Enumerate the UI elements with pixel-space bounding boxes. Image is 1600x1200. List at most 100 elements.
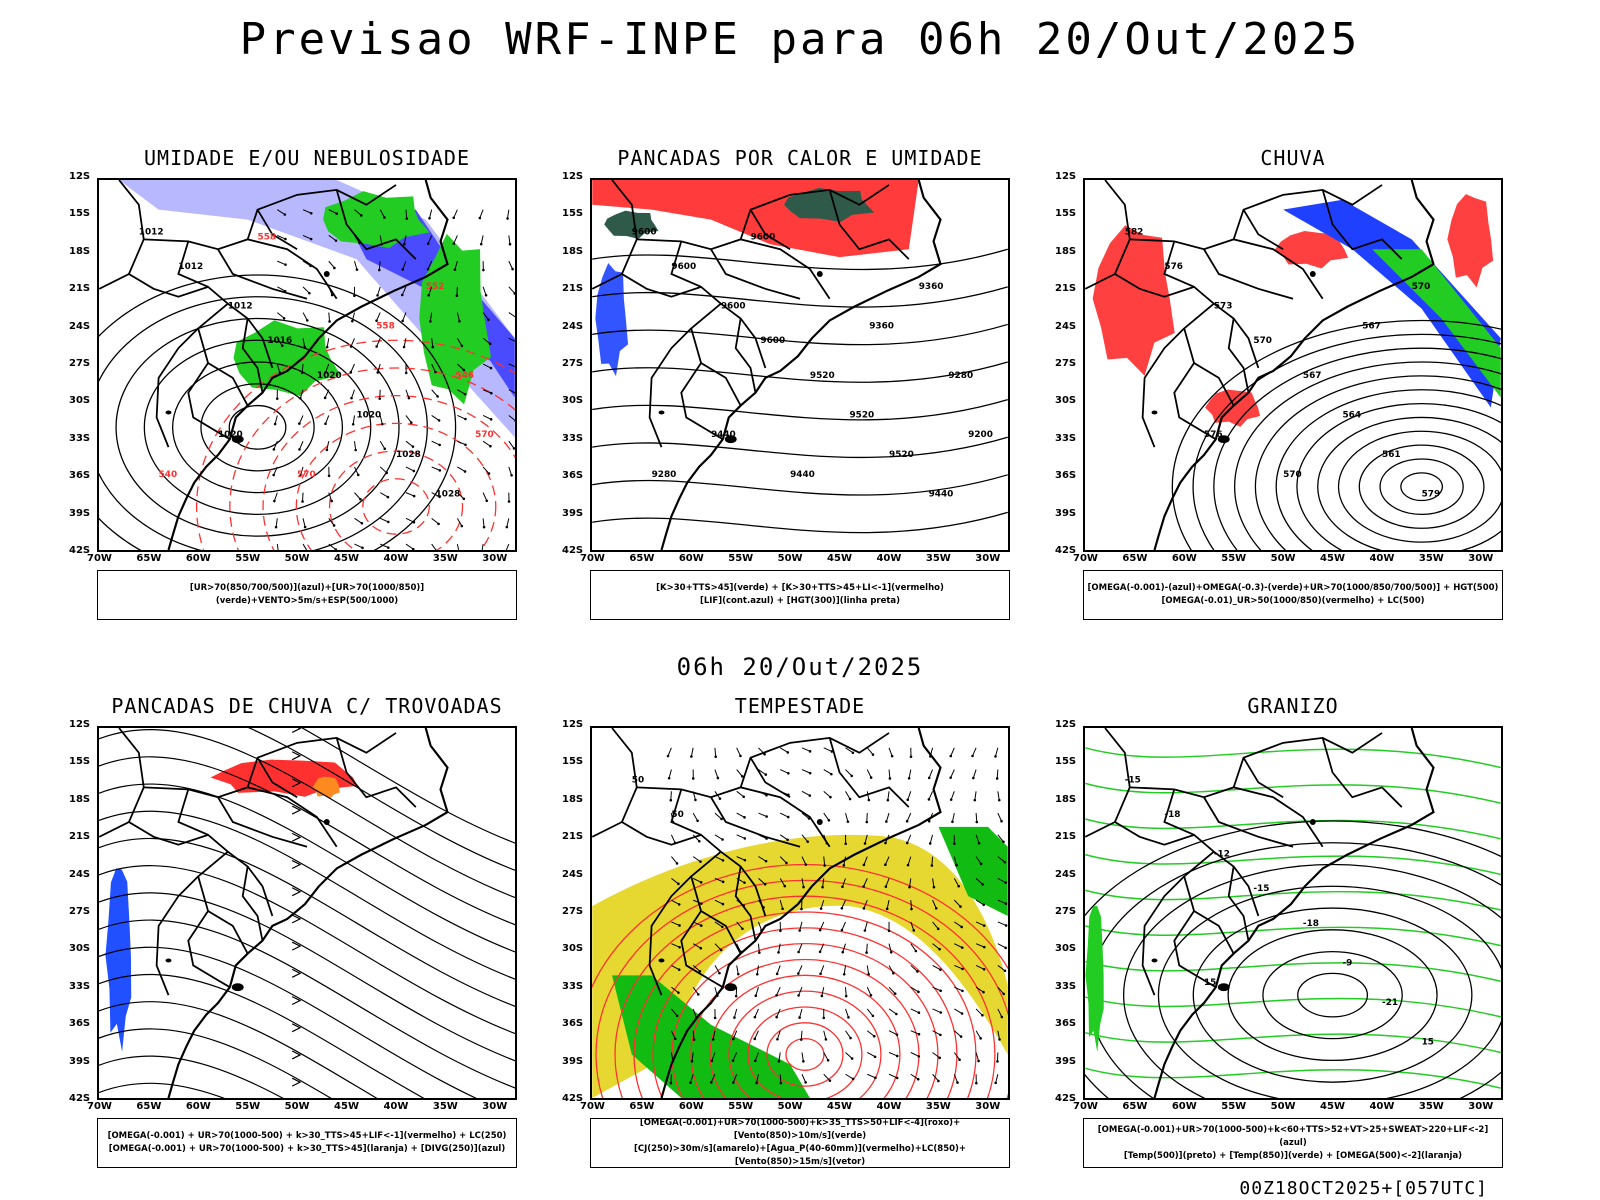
- wind-vector: [691, 1052, 694, 1062]
- wind-vector-head: [323, 396, 327, 400]
- wind-vector-head: [958, 1058, 961, 1061]
- wind-vector: [405, 389, 410, 399]
- wind-vector-head: [689, 1081, 692, 1085]
- forecast-time-label: 06h 20/Out/2025: [676, 653, 924, 681]
- wind-vector: [457, 492, 465, 500]
- wind-vector: [508, 286, 515, 294]
- wind-vector: [972, 769, 977, 779]
- latitude-tick-label: 36S: [69, 470, 91, 482]
- wind-vector-head: [755, 972, 759, 976]
- wind-vector-head: [823, 864, 826, 867]
- wind-vector-head: [765, 815, 768, 818]
- wind-vector: [276, 363, 281, 373]
- country-border: [1085, 821, 1116, 838]
- wind-vector-head: [890, 754, 894, 758]
- wind-vector-head: [1003, 969, 1007, 973]
- wind-vector-head: [383, 216, 386, 219]
- wind-vector: [457, 466, 466, 472]
- wind-vector-head: [851, 1077, 855, 1081]
- legend-box: [OMEGA(-0.001)-(azul)+OMEGA(-0.3)-(verde…: [1083, 570, 1503, 620]
- wind-vector: [972, 747, 977, 757]
- wind-vector: [932, 878, 935, 888]
- contour-label: 9520: [849, 410, 874, 420]
- wind-vector-head: [906, 798, 910, 802]
- height-contour: [1358, 444, 1485, 529]
- wind-vector: [866, 965, 870, 975]
- wind-vector-head: [334, 239, 338, 242]
- flow-arrow: [291, 778, 302, 788]
- country-border: [1321, 737, 1403, 808]
- wind-vector-head: [427, 293, 430, 297]
- wind-vector: [755, 987, 759, 996]
- wind-vector: [819, 943, 825, 952]
- wind-vector: [379, 466, 388, 474]
- legend-line: [OMEGA(-0.001) + UR>70(1000-500) + k>30_…: [107, 1131, 507, 1141]
- pressure-contour: [709, 974, 901, 1098]
- wind-vector: [995, 747, 999, 757]
- wind-vector: [736, 790, 745, 798]
- wind-vector-head: [830, 772, 833, 776]
- lake: [658, 958, 665, 963]
- pressure-contour: [747, 1006, 863, 1098]
- wind-vector-head: [849, 1036, 852, 1040]
- wind-vector-head: [865, 820, 869, 824]
- wind-vector: [431, 466, 441, 471]
- wind-vector-head: [885, 820, 888, 823]
- wind-vector-head: [489, 444, 492, 448]
- map-panel: 1012 1012 1012 1016 1020 1020 1028 1028 1020 570 5…: [97, 178, 517, 552]
- country-border: [99, 821, 130, 838]
- wind-vector: [864, 834, 868, 844]
- contour-label: 570: [475, 430, 494, 440]
- map-panel: 9600 9600 9600 9600 9520 9520 9520 9440 9440 9440…: [590, 178, 1010, 552]
- wind-vector: [405, 440, 414, 448]
- country-border: [1183, 850, 1235, 954]
- wind-vector-head: [349, 370, 353, 374]
- wind-vector: [822, 878, 825, 888]
- wind-vector-head: [487, 318, 490, 321]
- wind-vector: [711, 1052, 716, 1062]
- country-border: [690, 302, 742, 406]
- wind-vector-head: [666, 754, 670, 758]
- wind-vector-head: [977, 841, 981, 845]
- wind-vector: [276, 543, 279, 550]
- contour-label: 579: [1422, 490, 1441, 500]
- country-border: [246, 184, 397, 240]
- wind-vector-head: [381, 422, 384, 426]
- wind-vector-head: [1002, 840, 1005, 844]
- wind-vector-head: [718, 797, 722, 800]
- wind-vector: [325, 363, 330, 373]
- wind-vector: [776, 1008, 781, 1018]
- map-canvas: 582 576 573 570 567 564 561 579 576 570 567 570: [1085, 180, 1501, 550]
- wind-vector-head: [731, 1059, 735, 1062]
- wind-vector-head: [438, 469, 442, 472]
- wind-vector-head: [916, 970, 919, 973]
- wind-vector-head: [487, 472, 491, 475]
- wind-vector: [736, 856, 746, 861]
- wind-vector-head: [275, 397, 279, 400]
- wind-vector: [482, 286, 487, 296]
- wind-vector: [302, 286, 310, 294]
- wind-vector: [780, 769, 789, 774]
- wind-vector: [736, 965, 739, 975]
- wind-vector-head: [892, 971, 895, 975]
- panel-title: PANCADAS DE CHUVA C/ TROVOADAS: [111, 694, 503, 718]
- wind-vector-head: [961, 967, 964, 971]
- wind-vector: [482, 518, 485, 528]
- wind-vector: [907, 856, 912, 866]
- wind-vector: [328, 235, 337, 242]
- longitude-tick-label: 35W: [1418, 553, 1444, 564]
- wind-vector: [798, 987, 803, 996]
- wind-vector: [779, 900, 784, 909]
- wind-vector: [273, 440, 278, 450]
- legend-line: [UR>70(850/700/500)](azul)+[UR>70(1000/8…: [189, 583, 425, 606]
- wind-vector: [671, 986, 679, 994]
- latitude-tick-label: 24S: [69, 320, 91, 332]
- wind-vector: [757, 943, 760, 953]
- longitude-tick-label: 50W: [777, 1101, 803, 1112]
- latitude-tick-label: 36S: [562, 470, 584, 482]
- map-canvas: -15 -18 -12 -15 -18 -9 -21 15 15: [1085, 728, 1501, 1098]
- wind-vector-head: [401, 268, 405, 271]
- wind-vector-head: [298, 422, 301, 425]
- wind-vector: [692, 834, 700, 842]
- lifted-index-contour: [595, 263, 629, 377]
